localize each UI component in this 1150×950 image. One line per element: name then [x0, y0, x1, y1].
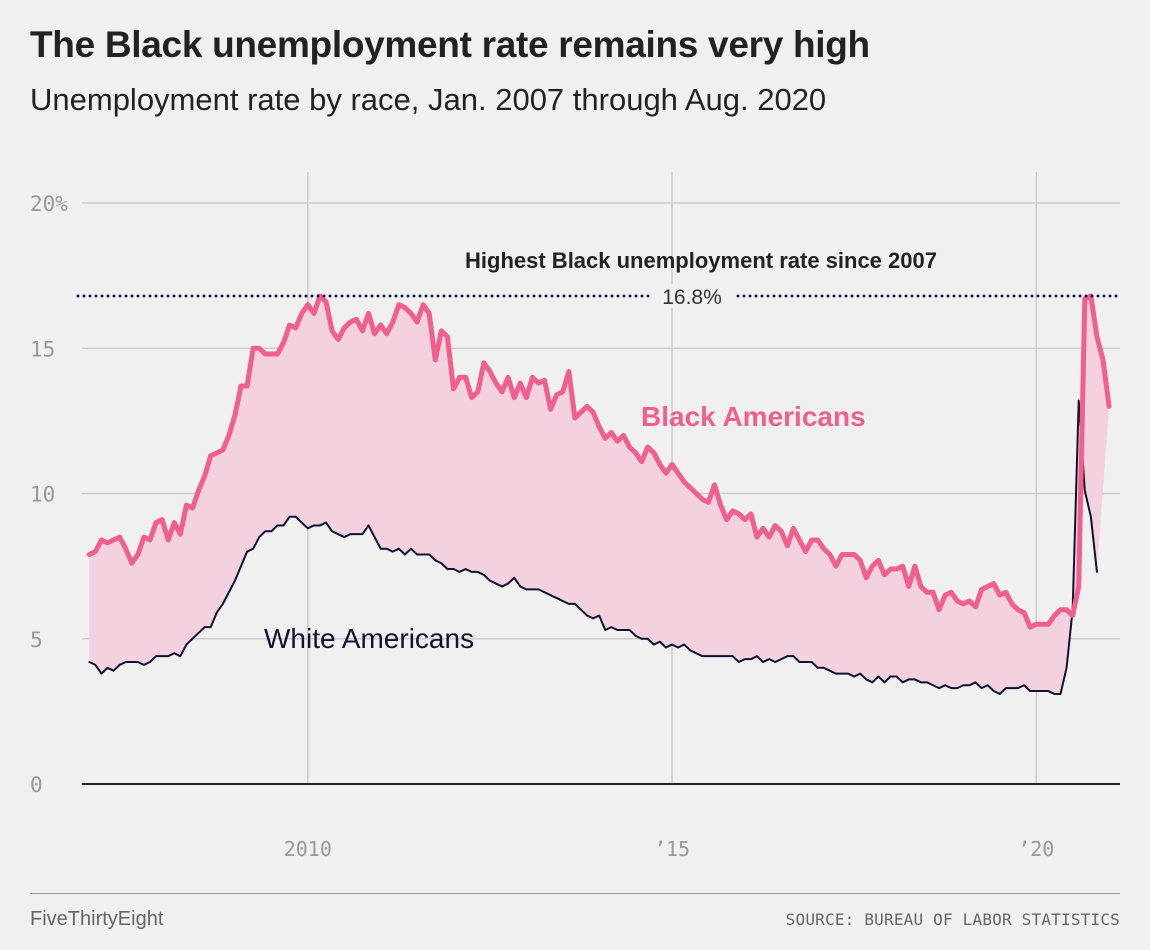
series-label-white-americans: White Americans [264, 623, 474, 654]
footer-source: SOURCE: BUREAU OF LABOR STATISTICS [785, 910, 1120, 929]
y-tick-label: 15 [30, 337, 55, 361]
reference-value-backdrop [650, 283, 734, 308]
axes: 0 5 10 15 20% 2010 ’15 ’20 [30, 192, 1120, 861]
reference-value-label: 16.8% [662, 286, 722, 309]
reference-line-group: 16.8% Highest Black unemployment rate sin… [76, 248, 1124, 309]
series-line-black-americans [86, 293, 1112, 630]
series-lines [86, 293, 1112, 695]
x-tick-label: ’15 [654, 837, 690, 861]
y-tick-label: 0 [30, 773, 43, 797]
series-line-white-americans [88, 399, 1098, 695]
y-tick-label: 10 [30, 483, 55, 507]
y-tick-label: 5 [30, 628, 43, 652]
series-labels: Black Americans White Americans [264, 401, 866, 654]
y-tick-label: 20% [30, 192, 68, 216]
x-tick-label: ’20 [1018, 837, 1054, 861]
gap-fill-area [89, 295, 1110, 694]
chart-title: The Black unemployment rate remains very… [30, 24, 870, 65]
chart-subtitle: Unemployment rate by race, Jan. 2007 thr… [30, 82, 827, 117]
reference-line-label: Highest Black unemployment rate since 20… [465, 248, 937, 273]
footer-brand: FiveThirtyEight [30, 908, 164, 930]
footer-rule [30, 893, 1120, 894]
x-tick-label: 2010 [284, 837, 332, 861]
series-label-black-americans: Black Americans [641, 401, 866, 432]
